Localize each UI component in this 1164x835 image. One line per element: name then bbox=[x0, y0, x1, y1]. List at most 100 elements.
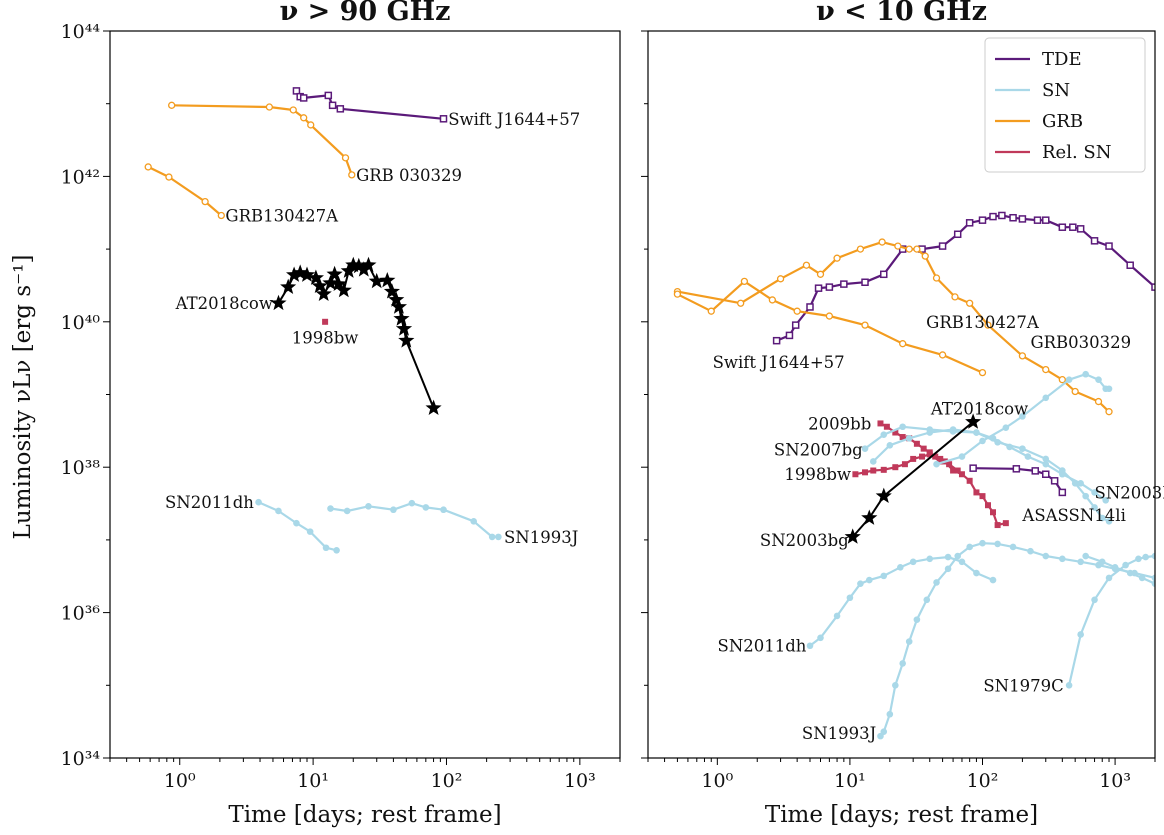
data-point bbox=[293, 519, 300, 527]
data-point bbox=[1091, 596, 1098, 604]
data-point bbox=[340, 262, 357, 278]
series-line bbox=[776, 214, 1155, 342]
data-point bbox=[886, 710, 894, 718]
data-point bbox=[1098, 514, 1106, 522]
data-point bbox=[785, 331, 794, 340]
data-point bbox=[973, 569, 980, 577]
data-point bbox=[994, 540, 1001, 548]
legend-entry: Rel. SN bbox=[1042, 142, 1112, 163]
series-line bbox=[171, 104, 353, 176]
data-point bbox=[825, 283, 834, 291]
data-point bbox=[989, 212, 997, 221]
legend: TDE SN GRB Rel. SN bbox=[984, 37, 1146, 173]
x-tick-label: 10¹ bbox=[297, 770, 329, 792]
data-point bbox=[817, 634, 824, 642]
data-point bbox=[946, 461, 953, 468]
data-point bbox=[440, 506, 447, 514]
y-tick-label: 10³⁸ bbox=[61, 457, 101, 479]
data-point bbox=[825, 312, 834, 320]
data-point bbox=[954, 552, 961, 560]
data-point bbox=[852, 471, 859, 478]
data-point bbox=[950, 467, 957, 474]
data-point bbox=[892, 464, 899, 471]
data-point bbox=[966, 299, 974, 307]
annotation-label: SN1993J bbox=[802, 724, 876, 743]
data-point bbox=[1065, 682, 1073, 689]
data-point bbox=[333, 546, 340, 554]
data-point bbox=[899, 423, 906, 431]
data-point bbox=[973, 429, 980, 436]
data-point bbox=[1105, 242, 1113, 250]
data-point bbox=[1091, 489, 1098, 496]
data-point bbox=[300, 114, 308, 122]
data-point bbox=[1042, 216, 1050, 224]
data-point bbox=[255, 498, 262, 506]
annotation-label: 1998bw bbox=[292, 328, 359, 347]
data-point bbox=[1151, 283, 1155, 291]
data-point bbox=[311, 277, 328, 293]
data-point bbox=[1105, 408, 1113, 416]
data-point bbox=[897, 563, 904, 571]
data-point bbox=[1071, 387, 1079, 396]
data-point bbox=[814, 284, 823, 292]
data-point bbox=[1151, 574, 1155, 582]
data-point bbox=[1058, 488, 1067, 497]
data-point bbox=[978, 216, 987, 224]
data-point bbox=[355, 261, 372, 277]
data-point bbox=[923, 596, 931, 604]
data-point bbox=[1019, 445, 1026, 452]
x-tick-label: 10² bbox=[967, 770, 999, 792]
data-point bbox=[322, 274, 339, 290]
series-line bbox=[295, 90, 444, 120]
data-point bbox=[1105, 385, 1113, 393]
data-point bbox=[1018, 352, 1027, 360]
data-point bbox=[1135, 555, 1142, 563]
data-point bbox=[306, 528, 314, 535]
data-point bbox=[865, 576, 873, 584]
data-point bbox=[909, 558, 917, 566]
data-point bbox=[1077, 631, 1084, 638]
series-line bbox=[864, 425, 1107, 502]
data-point bbox=[439, 115, 448, 123]
data-point bbox=[1091, 504, 1098, 511]
annotation-label: Swift J1644+57 bbox=[448, 110, 580, 129]
data-point bbox=[1102, 497, 1110, 504]
annotation-label: GRB 030329 bbox=[356, 166, 462, 185]
data-point bbox=[1077, 480, 1084, 487]
data-point bbox=[1009, 543, 1017, 551]
data-point bbox=[330, 275, 347, 291]
data-point bbox=[144, 163, 152, 171]
data-point bbox=[1111, 563, 1119, 571]
data-point bbox=[979, 493, 986, 500]
y-axis-label: Luminosity νLν [erg s⁻¹] bbox=[10, 255, 36, 540]
data-point bbox=[336, 105, 345, 113]
data-point bbox=[1151, 552, 1155, 560]
data-point bbox=[1042, 455, 1050, 463]
annotation-label: SN1993J bbox=[504, 528, 578, 547]
data-point bbox=[954, 467, 961, 474]
data-point bbox=[1138, 574, 1146, 582]
series-line bbox=[258, 501, 337, 552]
data-point bbox=[905, 434, 913, 442]
data-point bbox=[368, 272, 385, 289]
data-point bbox=[776, 275, 785, 283]
data-point bbox=[861, 278, 869, 286]
data-point bbox=[265, 103, 274, 111]
data-point bbox=[932, 453, 939, 460]
annotation-label: GRB030329 bbox=[1030, 333, 1131, 352]
data-point bbox=[989, 576, 997, 584]
data-point bbox=[913, 616, 921, 623]
data-point bbox=[938, 351, 947, 359]
legend-entry: SN bbox=[1042, 80, 1070, 101]
data-point bbox=[408, 499, 416, 507]
x-tick-label: 10³ bbox=[1099, 770, 1131, 792]
panel-low-frequency: ν < 10 GHz Time [days; rest frame] 10⁰ 10¹ 1… bbox=[641, 0, 1164, 828]
data-point bbox=[969, 464, 977, 472]
data-point bbox=[966, 543, 973, 551]
data-point bbox=[1002, 424, 1010, 431]
data-point bbox=[388, 291, 405, 307]
data-point bbox=[1122, 561, 1129, 569]
annotation-label: SN2003bg bbox=[760, 531, 849, 550]
series-line bbox=[879, 542, 1155, 737]
data-point bbox=[322, 544, 330, 552]
